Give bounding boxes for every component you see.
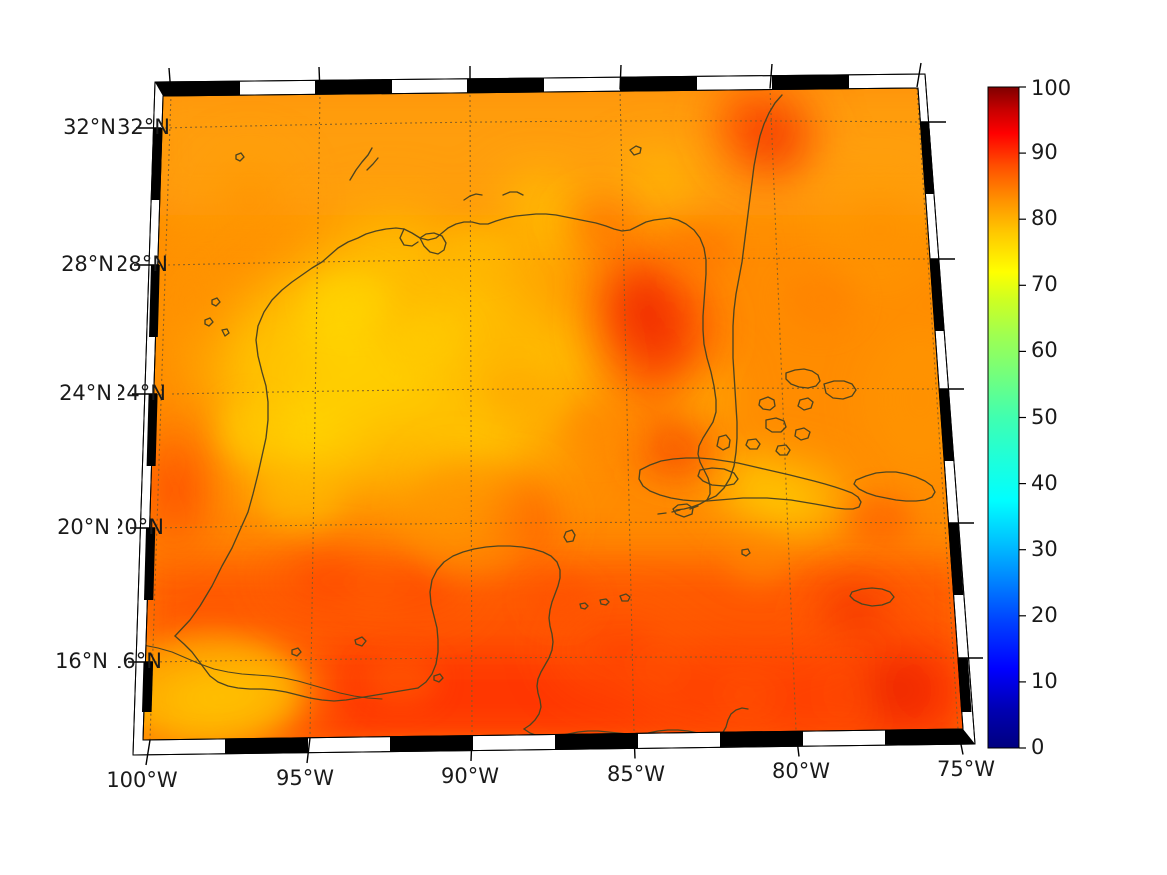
cb-label-100: 100: [1031, 76, 1071, 100]
graticule: [149, 88, 959, 740]
frame-ticks-right: [920, 122, 972, 712]
colorbar-gradient[interactable]: [987, 86, 1020, 749]
cb-label-90: 90: [1031, 140, 1058, 164]
cb-label-30: 30: [1031, 537, 1058, 561]
frame-ticks-bottom: [225, 729, 975, 754]
cb-label-0: 0: [1031, 735, 1044, 759]
latitude-tick-labels-render: 32°N 28°N 24°N 20°N 16°N: [55, 115, 116, 673]
colorbar-tick-labels: 0 10 20 30 40 50 60 70 80 90 100: [1031, 76, 1071, 759]
cb-label-40: 40: [1031, 471, 1058, 495]
field-blobs-hot: [143, 88, 963, 740]
lat-label-24n: 24°N: [113, 381, 166, 405]
latitude-tick-labels: 32°N 28°N 24°N 20°N 16°N: [109, 115, 170, 673]
colorbar-ticks: [1019, 86, 1026, 749]
lon-label-100w: 100°W: [106, 768, 178, 792]
cb-label-50: 50: [1031, 405, 1058, 429]
cb-label-60: 60: [1031, 338, 1058, 362]
scalar-field-layer: [143, 88, 963, 740]
lat-label-32n: 32°N: [117, 115, 170, 139]
lat-label-28n: 28°N: [115, 252, 168, 276]
coastlines: [143, 94, 936, 740]
longitude-tick-labels: 100°W 95°W 90°W 85°W 80°W 75°W: [106, 757, 995, 792]
cb-label-10: 10: [1031, 669, 1058, 693]
cb-label-70: 70: [1031, 272, 1058, 296]
frame-ticks-left: [142, 128, 162, 712]
lat-label-24n-text: 24°N: [59, 381, 112, 405]
lon-label-75w: 75°W: [937, 757, 995, 781]
lon-label-85w: 85°W: [607, 762, 665, 786]
lat-label-16n-text: 16°N: [55, 649, 108, 673]
lon-label-80w: 80°W: [772, 759, 830, 783]
lat-label-20n-text: 20°N: [57, 515, 110, 539]
lon-label-95w: 95°W: [276, 766, 334, 790]
frame-ticks-top: [155, 75, 849, 96]
field-blobs-warm-core: [143, 140, 860, 740]
cb-label-80: 80: [1031, 206, 1058, 230]
colorbar[interactable]: 0 10 20 30 40 50 60 70 80 90 100: [987, 76, 1071, 759]
map-frame: [128, 62, 983, 766]
lon-label-90w: 90°W: [441, 764, 499, 788]
cb-label-20: 20: [1031, 603, 1058, 627]
lat-label-20n: 20°N: [111, 515, 164, 539]
field-land-tint: [143, 460, 535, 740]
lat-label-32n-text: 32°N: [63, 115, 116, 139]
lat-label-28n-text: 28°N: [61, 252, 114, 276]
